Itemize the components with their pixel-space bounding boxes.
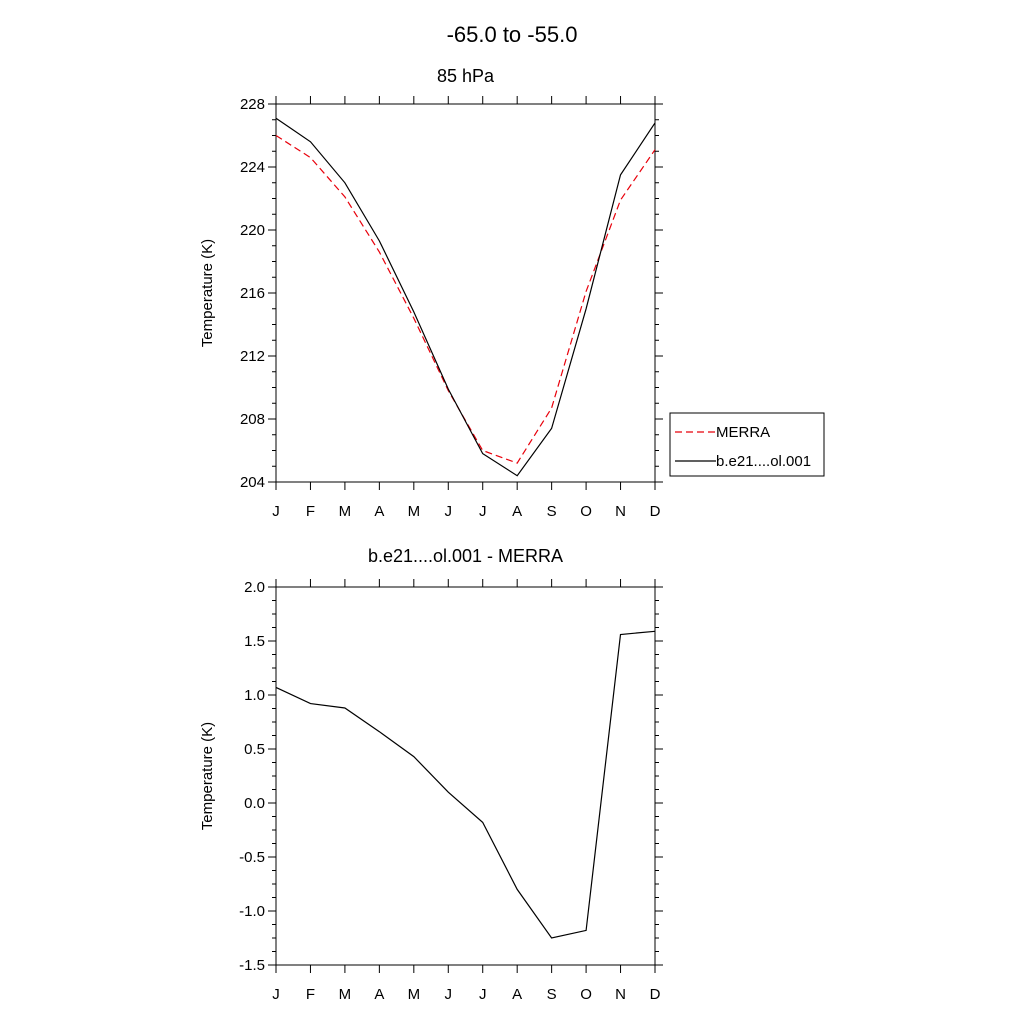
y-tick-label: 0.5 (244, 741, 265, 758)
x-tick-label: N (615, 986, 626, 1003)
bottom-chart: b.e21....ol.001 - MERRA -1.5 -1.0 -0.5 0.0 0.… (199, 546, 663, 1003)
x-tick-label: S (547, 986, 557, 1003)
y-tick-label: 0.0 (244, 795, 265, 812)
legend: MERRA b.e21....ol.001 (669, 412, 825, 477)
plot-frame (275, 103, 656, 483)
x-tick-label: D (650, 503, 661, 520)
y-tick-label: -1.5 (239, 957, 265, 974)
x-tick-label: F (306, 503, 315, 520)
x-tick-label: F (306, 986, 315, 1003)
legend-entry: b.e21....ol.001 (716, 453, 811, 470)
x-tick-label: A (374, 986, 384, 1003)
y-tick-label: 220 (240, 222, 265, 239)
x-tick-label: O (580, 986, 592, 1003)
x-tick-label: S (547, 503, 557, 520)
x-tick-label: N (615, 503, 626, 520)
chart-title: 85 hPa (437, 66, 495, 86)
x-tick-label: M (408, 503, 421, 520)
series-line-b-e21-ol-001 (275, 117, 656, 477)
chart-title: b.e21....ol.001 - MERRA (368, 546, 563, 566)
y-tick-label: 204 (240, 474, 265, 491)
x-tick-label: A (374, 503, 384, 520)
y-axis-label: Temperature (K) (199, 722, 216, 830)
plot-frame (275, 586, 656, 966)
series-line-0 (275, 630, 656, 939)
series-line-merra (275, 134, 656, 464)
x-tick-label: J (479, 986, 487, 1003)
figure-title: -65.0 to -55.0 (447, 22, 578, 47)
y-tick-label: 1.5 (244, 633, 265, 650)
x-tick-label: A (512, 503, 522, 520)
x-tick-label: J (272, 986, 280, 1003)
y-tick-label: 216 (240, 285, 265, 302)
x-tick-label: A (512, 986, 522, 1003)
x-tick-label: J (479, 503, 487, 520)
x-tick-label: M (408, 986, 421, 1003)
y-tick-label: -1.0 (239, 903, 265, 920)
x-tick-label: O (580, 503, 592, 520)
x-tick-label: D (650, 986, 661, 1003)
y-axis-label: Temperature (K) (199, 239, 216, 347)
y-tick-label: -0.5 (239, 849, 265, 866)
y-tick-label: 228 (240, 96, 265, 113)
y-tick-label: 2.0 (244, 579, 265, 596)
y-tick-label: 1.0 (244, 687, 265, 704)
y-tick-label: 212 (240, 348, 265, 365)
x-tick-label: J (272, 503, 280, 520)
legend-box (669, 412, 825, 477)
x-tick-label: M (339, 503, 352, 520)
x-tick-label: J (445, 503, 453, 520)
legend-entry: MERRA (716, 424, 770, 441)
top-chart: 85 hPa 204 208 212 216 220 224 228 J F M A M J J A S O N D T… (199, 66, 825, 520)
y-tick-label: 208 (240, 411, 265, 428)
x-tick-label: J (445, 986, 453, 1003)
y-tick-label: 224 (240, 159, 265, 176)
x-tick-label: M (339, 986, 352, 1003)
